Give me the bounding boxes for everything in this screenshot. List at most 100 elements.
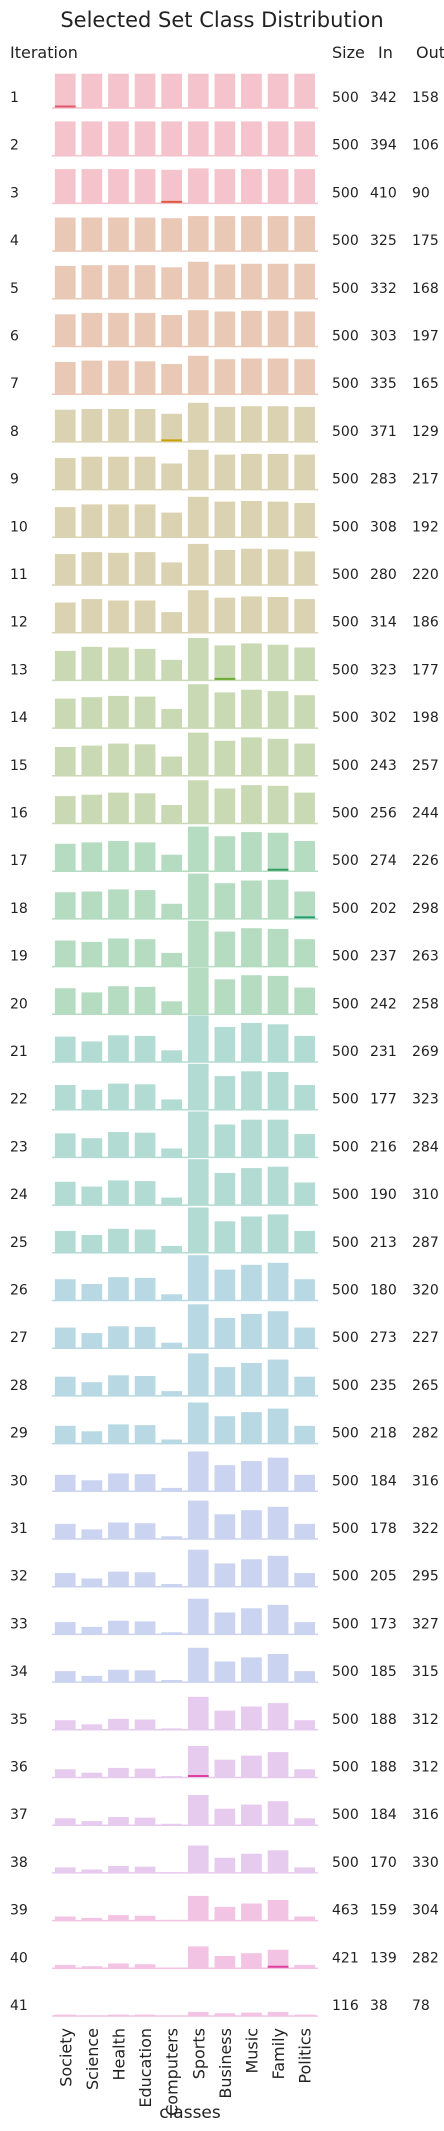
bar-politics	[294, 1818, 315, 1826]
bar-family	[267, 1311, 289, 1349]
bar-education	[134, 1474, 156, 1492]
bar-sports	[187, 1451, 209, 1492]
iteration-row: 20 500 242 258	[10, 967, 439, 1016]
bar-education	[134, 456, 156, 490]
in-header: In	[378, 43, 393, 62]
iteration-label: 7	[10, 376, 19, 392]
size-value: 500	[332, 1283, 359, 1299]
bar-science	[81, 745, 103, 776]
bar-education	[134, 1572, 156, 1587]
size-value: 500	[332, 1378, 359, 1394]
bar-science	[81, 169, 103, 204]
class-label-health: Health	[110, 2028, 129, 2081]
bar-society	[54, 1769, 76, 1778]
bar-health	[108, 552, 129, 585]
bar-politics	[294, 216, 315, 252]
bar-business	[214, 121, 236, 156]
bar-music	[241, 169, 262, 204]
iteration-row: 5 500 332 168	[10, 261, 439, 300]
iteration-label: 21	[10, 1044, 28, 1060]
bar-politics	[294, 987, 315, 1015]
in-value: 235	[370, 1378, 397, 1394]
bar-science	[81, 1186, 103, 1206]
bar-business	[214, 1416, 236, 1444]
bar-sports	[187, 1207, 209, 1253]
bar-health	[108, 1522, 129, 1539]
bar-education	[134, 73, 156, 108]
bar-society	[54, 507, 76, 538]
bar-politics	[294, 743, 315, 776]
iteration-label: 38	[10, 1855, 28, 1871]
in-value: 273	[370, 1330, 397, 1346]
bar-business	[214, 73, 236, 108]
bar-sports	[187, 1549, 209, 1587]
bar-family	[267, 928, 289, 967]
bar-sports	[187, 1159, 209, 1206]
bar-computers	[161, 218, 182, 252]
out-value: 129	[412, 424, 439, 440]
bar-computers	[161, 612, 182, 633]
bar-society	[54, 1230, 76, 1253]
bar-society	[54, 265, 76, 299]
in-value: 371	[370, 424, 397, 440]
bar-politics	[294, 695, 315, 729]
bar-education	[134, 600, 156, 633]
bar-sports	[187, 1845, 209, 1873]
bar-computers	[161, 854, 182, 872]
out-value: 78	[412, 1998, 430, 2014]
iteration-label: 35	[10, 1712, 28, 1728]
bar-health	[108, 1669, 129, 1683]
out-value: 244	[412, 806, 439, 822]
bar-business	[214, 169, 236, 204]
bar-education	[134, 1915, 156, 1921]
out-value: 282	[412, 1426, 439, 1442]
size-value: 500	[332, 758, 359, 774]
bar-society	[54, 217, 76, 252]
bar-music	[241, 1412, 262, 1444]
iteration-label: 6	[10, 329, 19, 345]
bar-business	[214, 2013, 236, 2016]
out-value: 177	[412, 662, 439, 678]
bar-business	[214, 1465, 236, 1492]
bar-health	[108, 1277, 129, 1301]
bar-business	[214, 501, 236, 538]
class-label-music: Music	[243, 2028, 262, 2074]
bar-politics	[294, 1230, 315, 1253]
bar-sports	[187, 1255, 209, 1301]
bar-business	[214, 931, 236, 967]
bar-science	[81, 992, 103, 1015]
bar-music	[241, 928, 262, 967]
in-value: 202	[370, 901, 397, 917]
iteration-row: 25 500 213 287	[10, 1207, 439, 1254]
bar-science	[81, 794, 103, 824]
iteration-label: 41	[10, 1998, 28, 2014]
bar-sports	[187, 684, 209, 729]
bar-business	[214, 1759, 236, 1778]
iteration-row: 17 500 274 226	[10, 826, 439, 872]
in-value: 213	[370, 1235, 397, 1251]
bar-sports	[187, 2011, 209, 2016]
iteration-label: 25	[10, 1235, 28, 1251]
bar-society	[54, 1474, 76, 1492]
bar-music	[241, 785, 262, 824]
bar-business	[214, 1318, 236, 1349]
out-value: 197	[412, 329, 439, 345]
size-value: 500	[332, 1807, 359, 1823]
bar-business	[214, 1857, 236, 1873]
bar-society	[54, 1279, 76, 1301]
bar-music	[241, 1657, 262, 1683]
bar-music	[241, 73, 262, 108]
out-value: 227	[412, 1330, 439, 1346]
bar-computers	[161, 659, 182, 681]
iteration-label: 19	[10, 949, 28, 965]
bar-family	[267, 501, 289, 538]
in-value: 216	[370, 1139, 397, 1155]
bar-politics	[294, 169, 315, 204]
in-value: 283	[370, 472, 397, 488]
bar-politics	[294, 1964, 315, 1969]
bar-business	[214, 1027, 236, 1062]
size-value: 500	[332, 615, 359, 631]
bar-family	[267, 879, 289, 919]
in-value: 394	[370, 138, 397, 154]
out-value: 330	[412, 1855, 439, 1871]
